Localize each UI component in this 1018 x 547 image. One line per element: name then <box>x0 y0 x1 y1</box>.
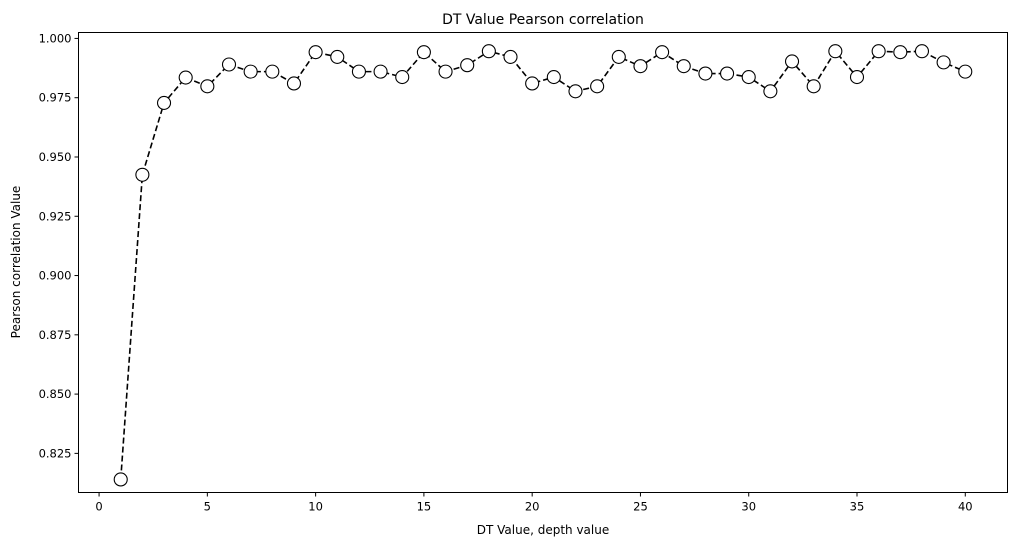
data-point <box>958 64 973 79</box>
data-point <box>568 84 583 99</box>
data-point <box>546 70 561 85</box>
data-point <box>633 59 648 74</box>
data-point <box>416 45 431 60</box>
y-tick-label: 0.875 <box>39 328 72 342</box>
x-tick-label: 30 <box>741 500 756 514</box>
chart-title: DT Value Pearson correlation <box>442 12 644 28</box>
x-tick-label: 35 <box>850 500 865 514</box>
y-tick-label: 0.975 <box>39 91 72 105</box>
data-point <box>243 64 258 79</box>
data-point <box>503 49 518 64</box>
y-tick-label: 0.825 <box>39 446 72 460</box>
data-point <box>113 472 128 487</box>
data-point <box>308 45 323 60</box>
y-tick-label: 1.000 <box>39 31 72 45</box>
data-point <box>590 79 605 94</box>
data-point <box>655 45 670 60</box>
data-point <box>481 44 496 59</box>
x-axis-label: DT Value, depth value <box>477 523 610 537</box>
ticks-layer: 0 5 10 15 20 25 30 35 40 0.825 0.850 0.875 0.900 0.92… <box>39 31 973 513</box>
data-point <box>135 167 150 182</box>
data-point <box>200 79 215 94</box>
data-point <box>265 64 280 79</box>
x-tick-label: 20 <box>525 500 540 514</box>
data-point <box>720 66 735 81</box>
data-point <box>221 57 237 72</box>
x-tick-label: 40 <box>958 500 973 514</box>
data-point <box>178 70 193 85</box>
x-tick-label: 25 <box>633 500 648 514</box>
data-point <box>806 79 821 94</box>
data-point <box>849 70 865 85</box>
data-point <box>286 76 302 91</box>
x-tick-label: 15 <box>417 500 432 514</box>
data-point <box>676 59 691 74</box>
series-line <box>119 49 966 480</box>
y-tick-label: 0.950 <box>39 150 72 164</box>
data-point <box>330 49 345 64</box>
data-point <box>828 44 843 59</box>
data-point <box>373 64 388 79</box>
data-point <box>395 70 410 85</box>
x-tick-label: 10 <box>308 500 323 514</box>
data-point <box>460 58 475 73</box>
data-point <box>741 70 756 85</box>
data-point <box>156 95 172 110</box>
plot-frame <box>78 32 1008 493</box>
y-axis-label: Pearson correlation Value <box>9 186 23 339</box>
data-point <box>351 64 366 79</box>
x-tick-label: 0 <box>95 500 102 514</box>
y-tick-label: 0.850 <box>39 387 72 401</box>
data-point <box>893 45 908 60</box>
plot-layer <box>113 44 973 487</box>
data-point <box>871 44 886 59</box>
y-tick-label: 0.900 <box>39 269 72 283</box>
data-point <box>763 84 778 99</box>
data-point <box>784 54 800 69</box>
data-point <box>438 64 453 79</box>
y-tick-label: 0.925 <box>39 209 72 223</box>
data-point <box>936 55 951 70</box>
data-point <box>698 66 713 81</box>
x-tick-label: 5 <box>204 500 211 514</box>
data-point <box>611 49 626 64</box>
data-point <box>914 44 930 59</box>
data-point <box>525 76 540 91</box>
